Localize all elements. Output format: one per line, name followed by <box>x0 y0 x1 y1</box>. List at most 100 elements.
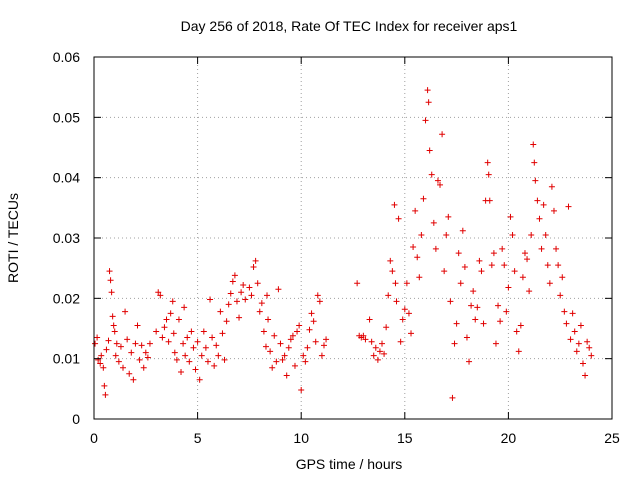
data-point-marker <box>544 262 551 269</box>
data-point-marker <box>495 302 502 309</box>
data-point-marker <box>422 117 429 124</box>
data-point-marker <box>503 308 510 315</box>
data-point-marker <box>300 352 307 359</box>
data-point-marker <box>287 336 294 343</box>
data-point-marker <box>277 340 284 347</box>
data-point-marker <box>376 348 383 355</box>
data-point-marker <box>217 308 224 315</box>
data-point-marker <box>157 292 164 299</box>
data-point-marker <box>426 147 433 154</box>
data-point-marker <box>434 177 441 184</box>
data-point-marker <box>306 326 313 333</box>
data-point-marker <box>281 352 288 359</box>
data-point-marker <box>144 354 151 361</box>
data-point-marker <box>112 352 119 359</box>
data-point-marker <box>490 250 497 257</box>
x-tick-label: 0 <box>90 430 98 446</box>
data-point-marker <box>374 356 381 363</box>
data-point-marker <box>103 346 110 353</box>
data-point-marker <box>399 316 406 323</box>
data-point-marker <box>204 358 211 365</box>
data-point-marker <box>420 195 427 202</box>
data-point-marker <box>575 340 582 347</box>
data-point-marker <box>159 334 166 341</box>
data-point-marker <box>283 372 290 379</box>
data-point-marker <box>515 348 522 355</box>
data-point-marker <box>362 336 369 343</box>
data-point-marker <box>188 328 195 335</box>
data-point-marker <box>480 320 487 327</box>
data-point-marker <box>468 302 475 309</box>
data-point-marker <box>252 257 259 264</box>
data-point-marker <box>120 364 127 371</box>
data-point-marker <box>582 372 589 379</box>
data-point-marker <box>447 298 454 305</box>
data-point-marker <box>209 334 216 341</box>
data-point-marker <box>171 349 178 356</box>
data-point-marker <box>484 159 491 166</box>
data-point-marker <box>108 289 115 296</box>
data-point-marker <box>207 296 214 303</box>
data-point-marker <box>238 289 245 296</box>
data-point-marker <box>412 207 419 214</box>
data-point-marker <box>117 343 124 350</box>
data-point-marker <box>296 322 303 329</box>
data-point-marker <box>302 358 309 365</box>
data-point-marker <box>397 338 404 345</box>
data-point-marker <box>192 366 199 373</box>
data-point-marker <box>383 324 390 331</box>
axis-ticks: 0 5 10 15 20 25 0 0.01 0.02 0.03 0.04 0.05 0.06 <box>53 49 620 446</box>
data-point-marker <box>563 320 570 327</box>
data-point-marker <box>428 171 435 178</box>
data-point-marker <box>254 280 261 287</box>
data-point-marker <box>485 171 492 178</box>
data-point-marker <box>540 201 547 208</box>
data-point-marker <box>240 282 247 289</box>
data-point-marker <box>323 336 330 343</box>
data-point-marker <box>109 313 116 320</box>
data-point-marker <box>387 257 394 264</box>
data-point-marker <box>528 231 535 238</box>
data-point-marker <box>401 306 408 313</box>
data-point-marker <box>225 301 232 308</box>
data-point-marker <box>285 344 292 351</box>
data-point-marker <box>492 340 499 347</box>
data-point-marker <box>95 356 102 363</box>
data-point-marker <box>445 213 452 220</box>
data-point-marker <box>310 318 317 325</box>
data-point-marker <box>101 382 108 389</box>
data-point-marker <box>231 272 238 279</box>
y-tick-label: 0.05 <box>53 109 80 125</box>
data-point-marker <box>524 256 531 263</box>
data-point-marker <box>182 352 189 359</box>
data-point-marker <box>184 334 191 341</box>
data-point-marker <box>289 332 296 339</box>
data-point-marker <box>215 352 222 359</box>
x-tick-label: 20 <box>501 430 517 446</box>
data-point-marker <box>425 99 432 106</box>
data-point-marker <box>476 257 483 264</box>
data-point-marker <box>178 368 185 375</box>
data-point-marker <box>432 245 439 252</box>
data-point-marker <box>360 332 367 339</box>
data-point-marker <box>392 280 399 287</box>
data-point-marker <box>372 344 379 351</box>
data-point-marker <box>474 304 481 311</box>
data-point-marker <box>451 340 458 347</box>
data-point-marker <box>501 262 508 269</box>
data-point-marker <box>534 197 541 204</box>
data-point-marker <box>169 298 176 305</box>
data-point-marker <box>430 219 437 226</box>
data-point-marker <box>146 340 153 347</box>
data-point-marker <box>94 334 101 341</box>
data-point-marker <box>449 394 456 401</box>
data-point-marker <box>298 387 305 394</box>
data-point-marker <box>414 254 421 261</box>
data-point-marker <box>124 336 131 343</box>
data-point-marker <box>92 340 99 347</box>
data-point-marker <box>98 352 105 359</box>
data-point-marker <box>437 181 444 188</box>
data-point-marker <box>370 352 377 359</box>
data-point-marker <box>196 376 203 383</box>
